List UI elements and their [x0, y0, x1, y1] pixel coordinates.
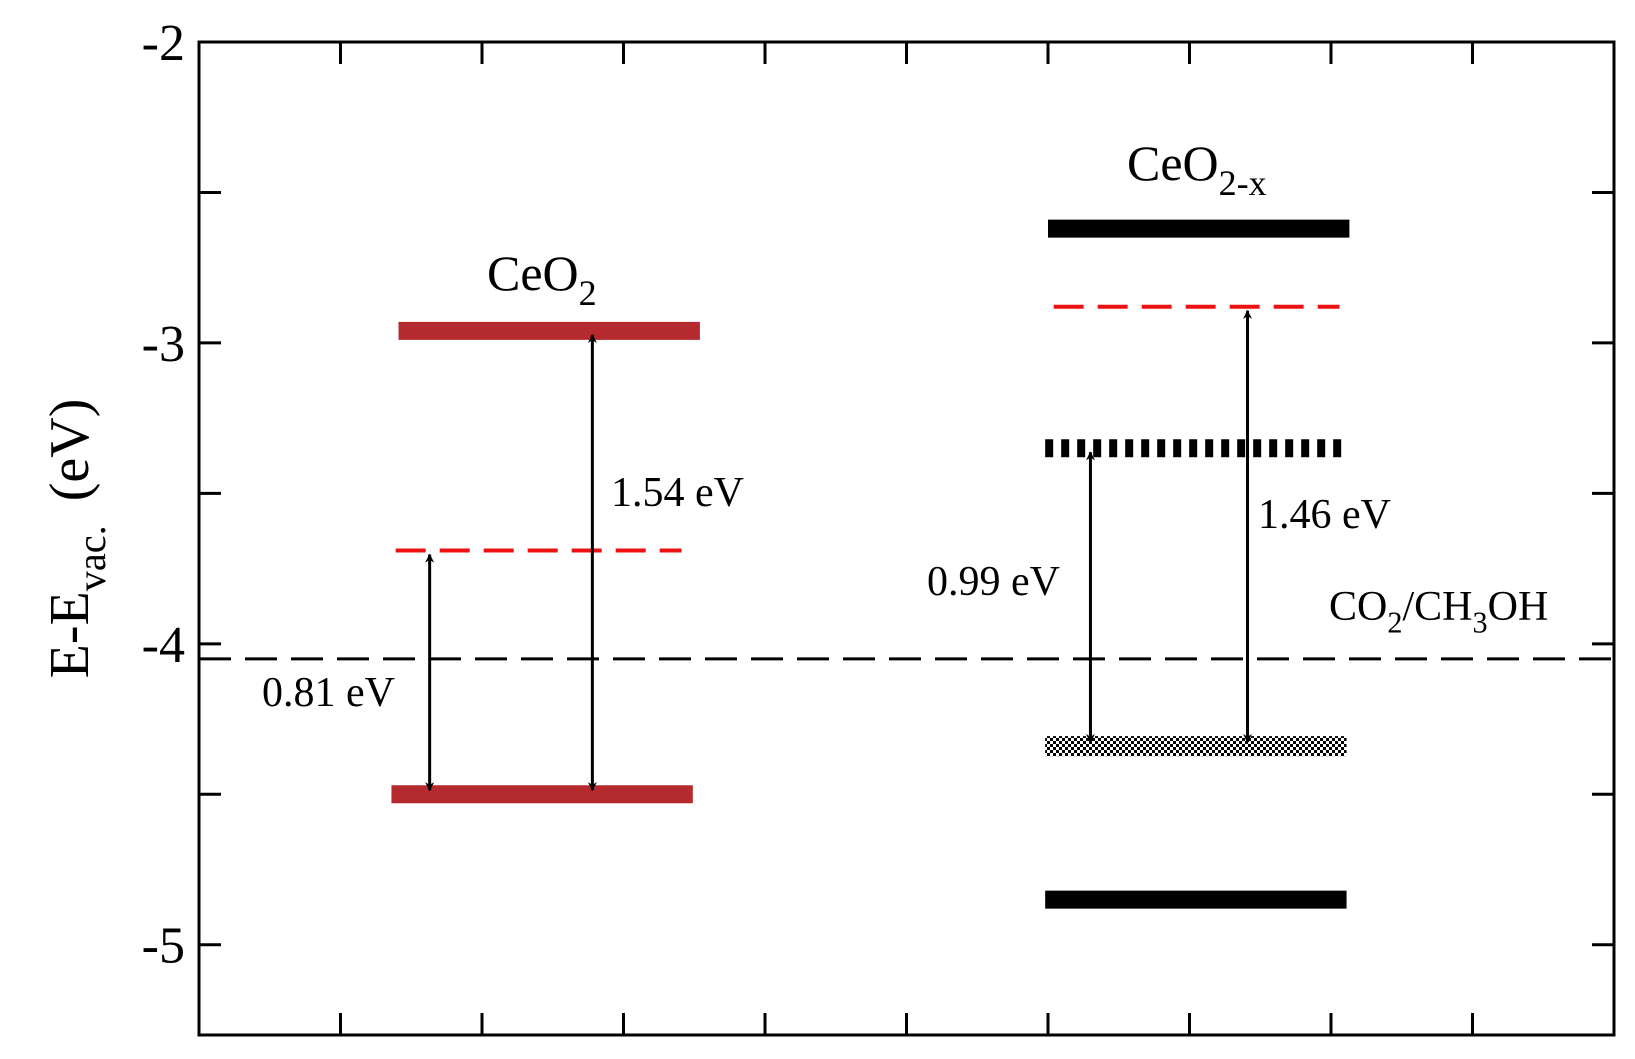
text-part: E-E — [39, 591, 101, 678]
text-part: /CH — [1402, 584, 1472, 630]
y-tick-label: -4 — [142, 617, 185, 674]
reference-label: CO2/CH3OH — [1329, 584, 1548, 640]
gap-label: 1.54 eV — [611, 470, 744, 516]
material-label: CeO2-x — [1127, 135, 1267, 203]
text-part: CeO — [1127, 135, 1219, 191]
subscript: 2 — [579, 273, 597, 313]
y-axis-label: E-Evac. (eV) — [39, 399, 114, 679]
text-part: CO — [1329, 584, 1387, 630]
text-part: CeO — [487, 245, 579, 301]
text-part: OH — [1488, 584, 1549, 630]
subscript: 2 — [1387, 606, 1402, 640]
y-tick-label: -2 — [142, 15, 185, 72]
gap-label: 0.99 eV — [927, 559, 1060, 605]
y-tick-label: -5 — [142, 918, 185, 975]
plot-frame — [197, 40, 1616, 1037]
y-tick-label: -3 — [142, 316, 185, 373]
subscript: 2-x — [1219, 163, 1267, 203]
gap-label: 1.46 eV — [1258, 492, 1391, 538]
energy-level — [1045, 736, 1347, 757]
gap-label: 0.81 eV — [262, 670, 395, 716]
text-part: (eV) — [39, 399, 101, 502]
subscript: vac. — [69, 525, 114, 591]
material-label: CeO2 — [487, 245, 597, 313]
subscript: 3 — [1473, 606, 1488, 640]
